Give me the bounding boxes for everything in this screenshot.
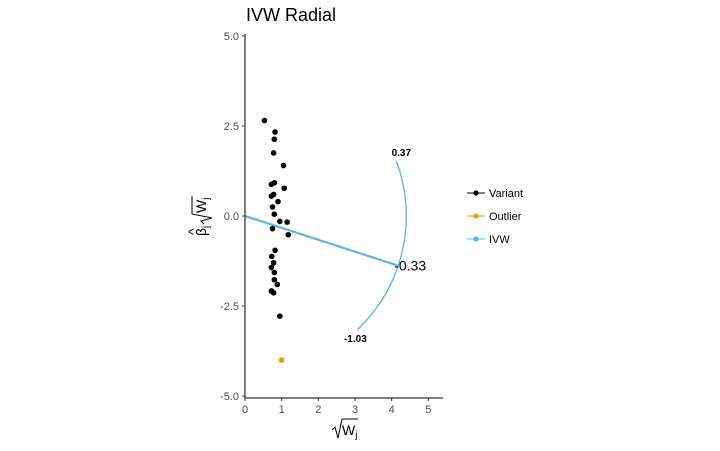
variant-point (261, 117, 268, 124)
x-tick-label: 0 (242, 404, 248, 416)
x-tick-label: 3 (352, 404, 358, 416)
variant-point (280, 162, 287, 169)
variant-point (271, 136, 278, 143)
variant-point (275, 198, 281, 205)
variant-point (268, 181, 275, 188)
arc-upper-label: 0.37 (392, 148, 412, 159)
chart-title: IVW Radial (246, 5, 336, 25)
variant-point (271, 211, 278, 217)
variant-point (268, 193, 275, 199)
variant-point (269, 225, 276, 232)
variant-point (270, 150, 277, 156)
y-label-w: Wj (193, 198, 212, 213)
variant-point (271, 276, 278, 283)
x-axis-label: Wj (331, 418, 358, 441)
variant-point (270, 289, 277, 296)
y-axis-label: βj ^ Wj (185, 196, 213, 236)
x-label-radical-icon (331, 418, 358, 439)
x-axis-ticks: 0 1 2 3 4 5 (242, 398, 431, 416)
variant-point (268, 253, 275, 260)
legend-variant-dot (473, 190, 479, 196)
variant-point (281, 185, 288, 192)
variant-point (272, 129, 278, 135)
legend-outlier-dot (473, 213, 479, 219)
plot-area (244, 117, 407, 363)
variant-point (270, 260, 277, 266)
variant-point (268, 264, 275, 271)
variant-point (285, 231, 292, 238)
variant-point (277, 313, 283, 319)
legend-ivw-label: IVW (489, 234, 510, 246)
arc-lower-label: -1.03 (344, 334, 367, 345)
ivw-fit-line (244, 215, 399, 267)
y-tick-label: 2.5 (224, 121, 239, 133)
variant-point (272, 247, 278, 254)
legend: Variant Outlier IVW (467, 188, 523, 246)
variant-point (284, 219, 290, 225)
y-tick-label: 0.0 (224, 211, 239, 223)
legend-variant-label: Variant (489, 188, 523, 200)
ivw-fit-line (244, 216, 399, 267)
variant-point (269, 204, 276, 210)
ivw-fit-line (244, 214, 399, 266)
variant-point (274, 281, 281, 288)
legend-outlier-label: Outlier (489, 211, 522, 223)
y-label-hat: ^ (185, 228, 201, 235)
x-tick-label: 5 (425, 404, 431, 416)
y-label-beta: βj (193, 226, 212, 236)
y-axis-ticks: -5.0 -2.5 0.0 2.5 5.0 (220, 31, 245, 403)
y-tick-label: -2.5 (220, 301, 239, 313)
legend-ivw-dot (473, 236, 479, 242)
outlier-point (278, 357, 285, 363)
y-label-radical-icon (191, 196, 213, 225)
variant-point (277, 218, 283, 225)
x-tick-label: 4 (389, 404, 395, 416)
x-label-text: Wj (342, 422, 357, 441)
x-tick-label: 1 (279, 404, 285, 416)
x-tick-label: 2 (315, 404, 321, 416)
ivw-arc-labels: 0.37 -1.03 -0.33 (344, 148, 426, 345)
ivw-arc (356, 160, 407, 331)
ivw-estimate-label: -0.33 (394, 258, 426, 274)
y-tick-label: -5.0 (220, 391, 239, 403)
y-tick-label: 5.0 (224, 31, 239, 43)
variant-point (271, 269, 278, 276)
